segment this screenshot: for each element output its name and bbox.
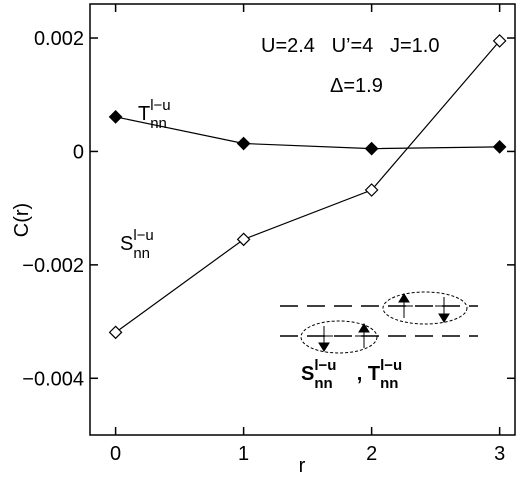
y-tick-label: −0.002: [22, 255, 84, 277]
label-main: S: [301, 363, 314, 385]
label-sup: l−u: [133, 227, 153, 244]
x-tick-label: 3: [494, 443, 505, 465]
x-tick-label: 0: [110, 443, 121, 465]
label-sub: nn: [133, 245, 150, 262]
label-sub: nn: [314, 375, 332, 392]
annotation: U=2.4 U’=4 J=1.0: [261, 35, 439, 57]
label-sup: l−u: [380, 357, 402, 374]
data-point: [238, 138, 250, 150]
label-sup: l−u: [150, 97, 170, 114]
x-tick-label: 1: [238, 443, 249, 465]
label-main: , T: [357, 363, 380, 385]
data-point: [110, 111, 122, 123]
x-tick-label: 2: [366, 443, 377, 465]
x-axis-label: r: [299, 455, 306, 477]
label-sub: nn: [150, 115, 167, 132]
label-sup: l−u: [314, 357, 336, 374]
y-tick-label: −0.004: [22, 368, 84, 390]
spin-arrow: [319, 343, 329, 351]
label-sub: nn: [380, 375, 398, 392]
y-axis-label: C(r): [11, 203, 33, 237]
data-point: [238, 233, 250, 245]
annotation: Δ=1.9: [330, 75, 383, 97]
series-line: [116, 41, 500, 332]
chart: U=2.4 U’=4 J=1.0 Δ=1.9 r C(r) 0.002 0 −0.0…: [0, 0, 523, 482]
y-tick-label: 0: [73, 141, 84, 163]
label-main: S: [120, 233, 133, 255]
series-line: [116, 117, 500, 149]
spin-arrow: [439, 314, 449, 322]
data-point: [366, 143, 378, 155]
spin-arrow: [399, 294, 409, 302]
data-point: [110, 326, 122, 338]
data-point: [494, 141, 506, 153]
orbital: [383, 292, 467, 324]
label-main: T: [138, 103, 150, 125]
spin-arrow: [359, 324, 369, 332]
y-tick-label: 0.002: [34, 28, 84, 50]
inset-diagram: [280, 292, 478, 353]
